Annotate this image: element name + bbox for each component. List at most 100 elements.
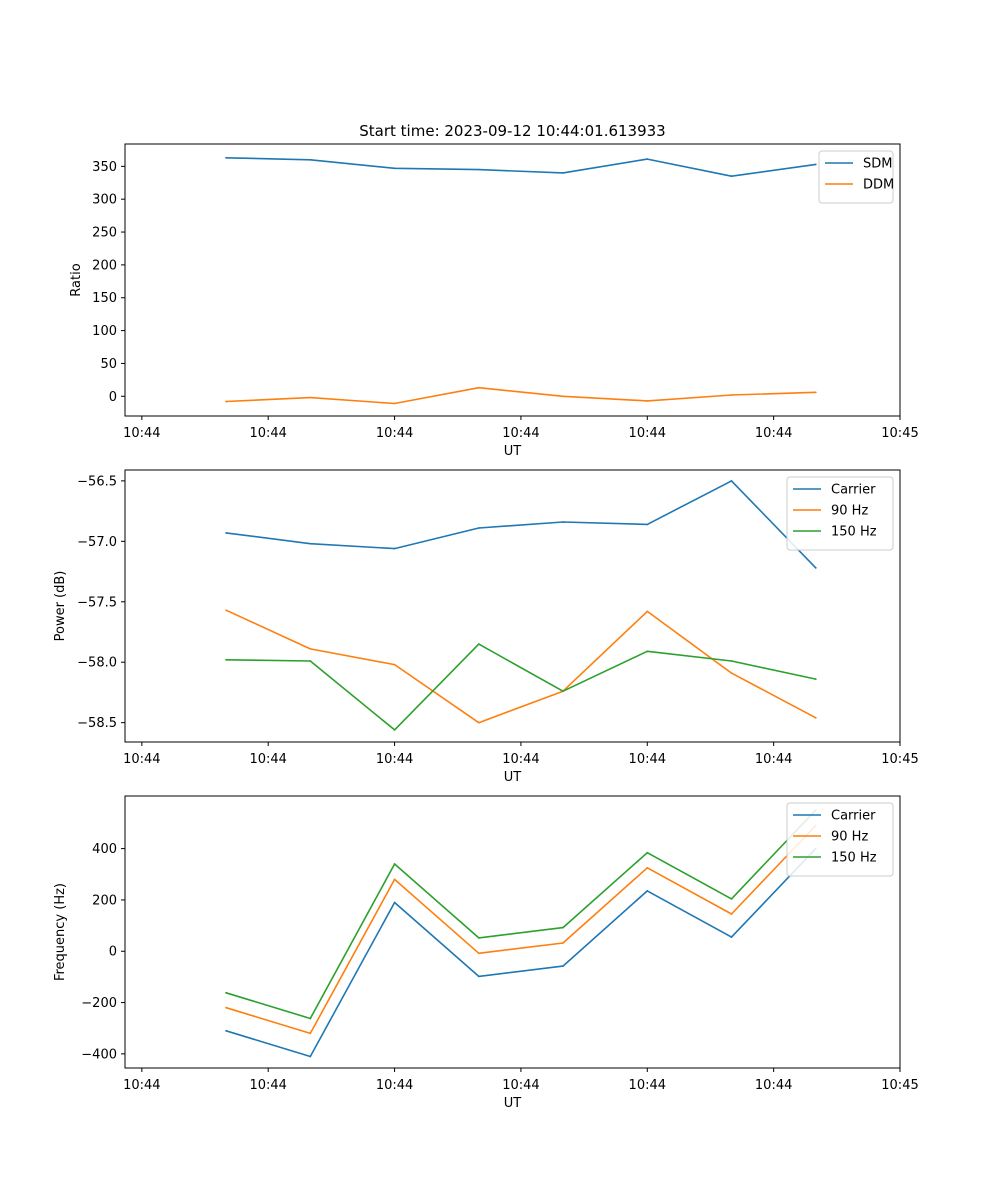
data-point [225,658,227,661]
data-point [646,866,649,869]
data-point [225,1006,227,1009]
x-tick-label: 10:44 [502,1078,539,1093]
axes-frame [124,469,901,743]
x-tick-label: 10:44 [123,752,160,767]
data-point [646,851,649,854]
data-point [730,897,733,900]
legend-label: 150 Hz [831,525,877,540]
y-tick-label: −58.0 [77,656,117,671]
x-axis-label: UT [504,444,522,459]
data-point [562,172,564,174]
y-tick-label: −57.5 [77,595,117,610]
data-point [309,1055,312,1058]
legend-label: 90 Hz [831,504,868,519]
x-tick-label: 10:45 [881,752,918,767]
data-point [393,863,396,865]
x-axis-label: UT [504,770,522,785]
data-point [477,527,480,529]
axes-frame [124,143,901,417]
x-tick-label: 10:44 [376,752,413,767]
data-point [309,648,312,650]
data-point [814,567,817,569]
chart-panel-3: 10:44 10:44 10:44 10:44 10:44 10:44 10:45 −400 −… [53,795,919,1111]
data-point [814,163,817,166]
chart-panel-2: 10:44 10:44 10:44 10:44 10:44 10:44 10:45 −58.5… [53,469,919,785]
series-line-carrier [225,848,817,1058]
data-point [477,975,480,978]
legend-label: DDM [863,178,894,193]
data-point [814,678,817,681]
x-tick-label: 10:44 [502,426,539,441]
y-tick-label: 400 [92,842,117,857]
data-point [646,158,649,161]
y-tick-label: 300 [92,193,117,208]
y-tick-label: 150 [92,291,117,306]
y-tick-label: 200 [92,893,117,908]
series-line-ddm [226,386,816,405]
data-point [814,716,817,719]
data-point [814,391,817,394]
data-point [730,394,733,396]
series-line-150-hz [225,809,817,1020]
y-axis-label: Ratio [69,263,84,296]
data-point [225,1029,227,1032]
y-axis-label: Frequency (Hz) [53,883,68,981]
y-tick-label: −57.0 [77,535,117,550]
data-point [646,399,649,402]
legend-label: SDM [863,157,892,172]
data-point [225,531,227,534]
data-point [646,890,649,892]
data-point [393,167,396,170]
x-tick-label: 10:44 [629,1078,666,1093]
x-tick-label: 10:44 [755,426,792,441]
legend-label: Carrier [831,483,876,498]
data-point [225,400,227,403]
data-point [393,729,396,731]
data-point [393,901,396,904]
data-point [562,690,564,693]
y-axis-label: Power (dB) [53,571,68,642]
y-tick-label: −56.5 [77,474,117,489]
legend-box [818,150,894,204]
data-point [477,643,480,645]
data-point [477,168,480,171]
figure-title: Start time: 2023-09-12 10:44:01.613933 [359,122,665,140]
data-point [309,158,312,161]
data-point [477,952,480,955]
series-line-carrier [225,480,817,569]
legend: SDM DDM [818,150,894,204]
data-point [225,991,227,994]
x-tick-label: 10:45 [881,1078,918,1093]
y-tick-label: 0 [109,390,117,405]
series-line-90-hz [225,824,817,1035]
x-tick-label: 10:44 [249,426,286,441]
data-point [646,523,649,526]
series-line-sdm [226,157,816,177]
legend-label: 150 Hz [831,851,877,866]
data-point [562,521,564,523]
y-tick-label: −200 [81,996,117,1011]
data-point [309,542,312,545]
x-tick-label: 10:44 [755,752,792,767]
data-point [477,937,480,939]
y-tick-label: 250 [92,226,117,241]
data-point [730,175,733,178]
x-tick-label: 10:44 [376,426,413,441]
data-point [562,926,564,929]
data-point [730,660,733,662]
data-point [730,936,733,939]
chart-panel-1: 10:44 10:44 10:44 10:44 10:44 10:44 10:45 0 50 10… [69,143,919,459]
y-tick-label: 50 [100,357,117,372]
data-point [393,547,396,550]
data-point [225,156,227,159]
data-point [393,402,396,405]
x-tick-label: 10:44 [755,1078,792,1093]
y-tick-label: 0 [109,945,117,960]
x-tick-label: 10:45 [881,426,918,441]
legend-label: Carrier [831,809,876,824]
data-point [309,396,312,399]
data-point [309,1032,312,1035]
x-tick-label: 10:44 [249,752,286,767]
y-tick-label: −58.5 [77,716,117,731]
